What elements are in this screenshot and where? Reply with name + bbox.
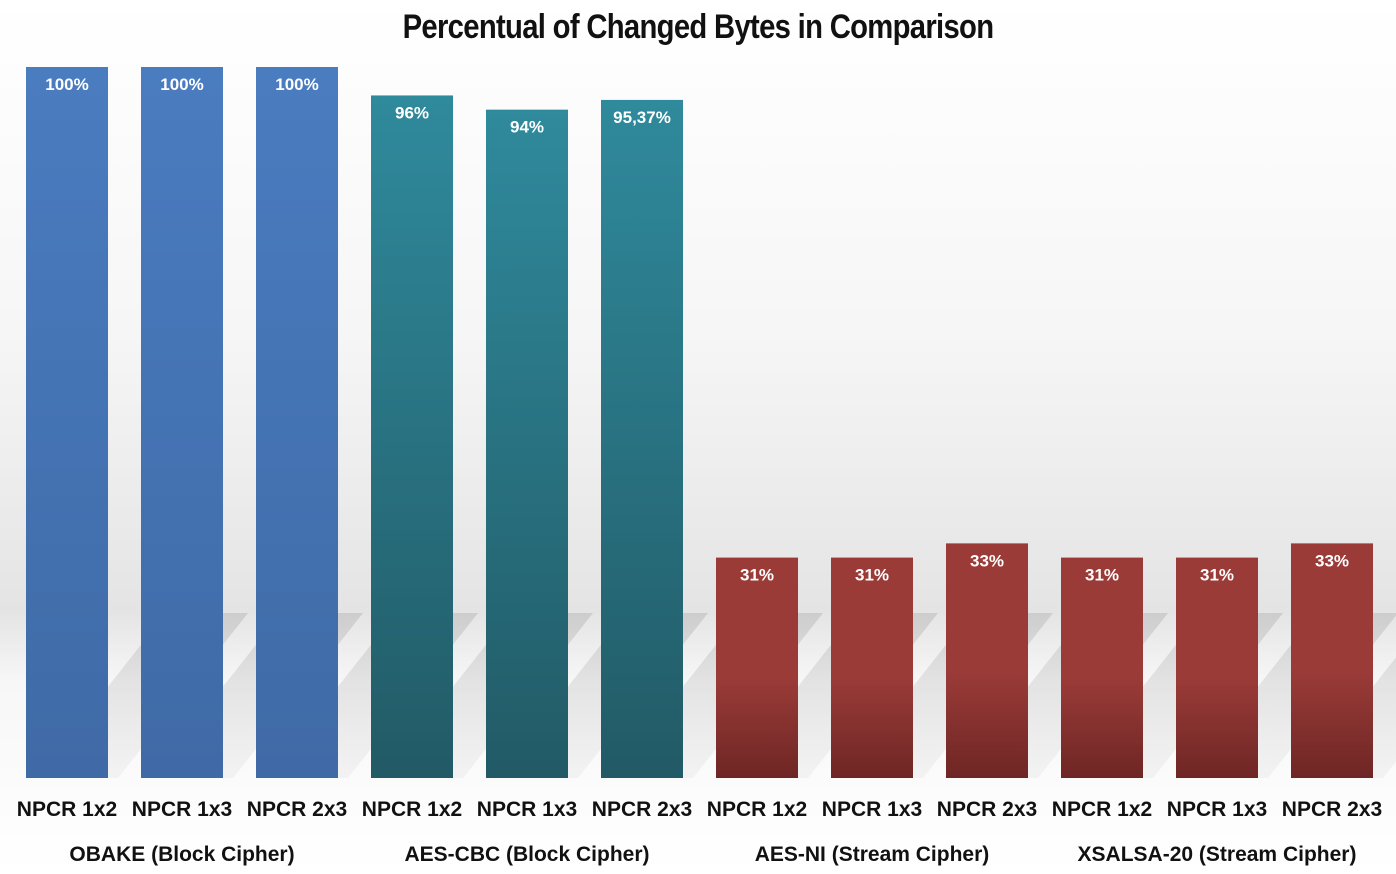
x-group-label: XSALSA-20 (Stream Cipher) <box>1078 843 1357 866</box>
x-tick-label: NPCR 1x2 <box>362 798 462 821</box>
data-label: 100% <box>160 75 203 94</box>
data-label: 31% <box>740 566 774 585</box>
data-label: 33% <box>970 551 1004 570</box>
x-tick-label: NPCR 1x3 <box>477 798 577 821</box>
data-label: 100% <box>45 75 88 94</box>
labels: 100% NPCR 1x2 100% NPCR 1x3 100% NPCR 2x3 OBAK… <box>17 75 1382 866</box>
bar-1-1 <box>486 109 568 778</box>
x-tick-label: NPCR 2x3 <box>247 798 347 821</box>
bar-2-2 <box>946 543 1028 778</box>
x-tick-label: NPCR 2x3 <box>937 798 1037 821</box>
data-label: 100% <box>275 75 318 94</box>
bar-0-1 <box>141 67 223 778</box>
chart-title: Percentual of Changed Bytes in Compariso… <box>402 8 995 46</box>
data-label: 94% <box>510 118 544 137</box>
bar-0-2 <box>256 67 338 778</box>
x-tick-label: NPCR 1x3 <box>132 798 232 821</box>
data-label: 33% <box>1315 551 1349 570</box>
bar-0-0 <box>26 67 108 778</box>
bar-3-2 <box>1291 543 1373 778</box>
bar-2-1 <box>831 557 913 778</box>
bar-2-0 <box>716 557 798 778</box>
data-label: 31% <box>855 566 889 585</box>
x-group-label: AES-NI (Stream Cipher) <box>755 843 990 866</box>
x-tick-label: NPCR 1x3 <box>1167 798 1267 821</box>
x-group-label: AES-CBC (Block Cipher) <box>404 843 649 866</box>
bars <box>26 67 1373 778</box>
bar-3-0 <box>1061 557 1143 778</box>
bar-1-0 <box>371 95 453 778</box>
x-tick-label: NPCR 1x3 <box>822 798 922 821</box>
bar-3-1 <box>1176 557 1258 778</box>
x-group-label: OBAKE (Block Cipher) <box>69 843 294 866</box>
x-tick-label: NPCR 1x2 <box>1052 798 1152 821</box>
data-label: 31% <box>1200 566 1234 585</box>
data-label: 96% <box>395 103 429 122</box>
bar-1-2 <box>601 99 683 778</box>
x-tick-label: NPCR 1x2 <box>707 798 807 821</box>
x-tick-label: NPCR 2x3 <box>1282 798 1382 821</box>
data-label: 95,37% <box>613 108 671 127</box>
x-tick-label: NPCR 1x2 <box>17 798 117 821</box>
data-label: 31% <box>1085 566 1119 585</box>
x-tick-label: NPCR 2x3 <box>592 798 692 821</box>
